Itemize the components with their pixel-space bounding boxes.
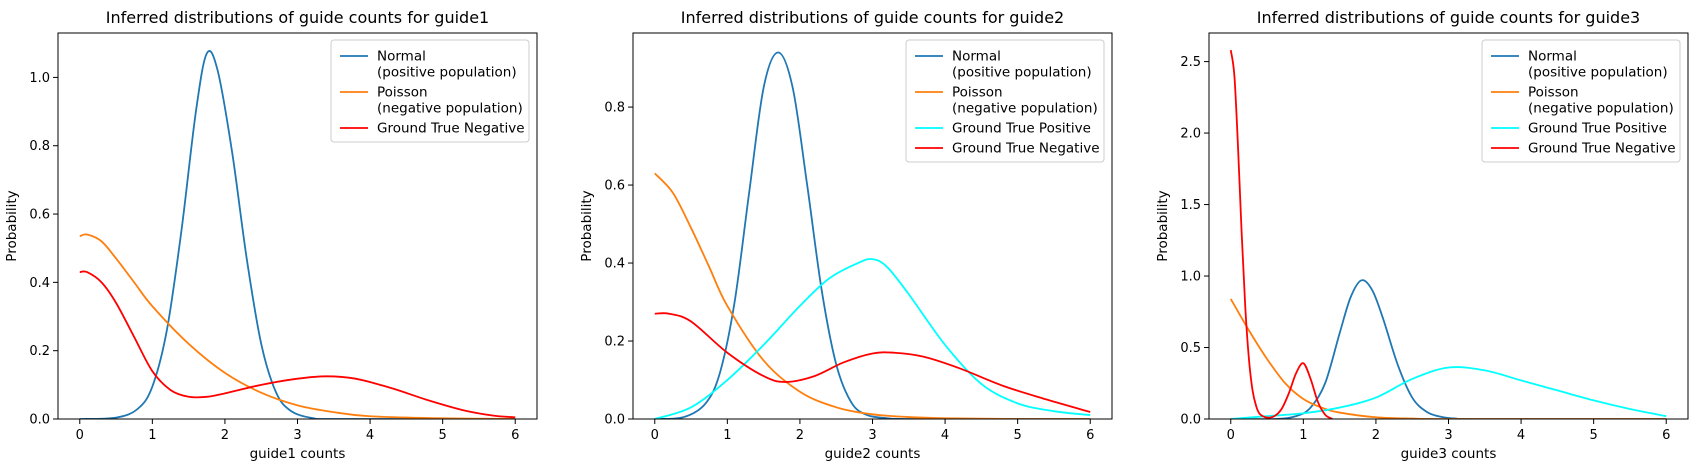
x-tick-label: 5 — [1590, 428, 1598, 443]
x-tick-label: 2 — [221, 428, 229, 443]
y-axis-label: Probability — [579, 190, 595, 261]
y-tick-label: 0.0 — [1180, 413, 1201, 428]
series-line-4 — [654, 312, 1091, 413]
y-tick-label: 0.4 — [604, 257, 625, 272]
x-tick-label: 2 — [796, 428, 804, 443]
y-tick-label: 1.0 — [1180, 270, 1201, 285]
legend-label: Poisson (negative population) — [1528, 85, 1674, 117]
y-tick-label: 0.2 — [29, 344, 50, 359]
legend-label: Ground True Negative — [377, 121, 525, 137]
y-tick-label: 0.0 — [604, 413, 625, 428]
chart-panel-3: 0 1 2 3 4 5 6 0.0 0.5 1.0 1.5 2.0 2.5 Inferred distri… — [1155, 8, 1689, 462]
x-tick-label: 1 — [148, 428, 156, 443]
legend-label: Normal (positive population) — [377, 49, 517, 81]
x-tick-label: 3 — [868, 428, 876, 443]
legend-box — [905, 39, 1105, 163]
series-line-1 — [79, 50, 516, 419]
y-tick-label: 0.4 — [29, 276, 50, 291]
legend-label: Poisson (negative population) — [377, 85, 523, 117]
x-tick-label: 0 — [1227, 428, 1235, 443]
y-axis-label: Probability — [4, 190, 20, 261]
x-tick-label: 3 — [293, 428, 301, 443]
legend-box — [330, 39, 530, 143]
x-tick-label: 4 — [366, 428, 374, 443]
x-tick-label: 1 — [723, 428, 731, 443]
series-line-3 — [79, 270, 516, 419]
x-tick-label: 4 — [941, 428, 949, 443]
x-tick-label: 6 — [511, 428, 519, 443]
chart-title: Inferred distributions of guide counts f… — [681, 8, 1064, 27]
series-line-1 — [1230, 279, 1667, 419]
x-tick-label: 0 — [651, 428, 659, 443]
y-tick-label: 1.5 — [1180, 198, 1201, 213]
y-tick-label: 0.6 — [604, 179, 625, 194]
x-tick-label: 1 — [1299, 428, 1307, 443]
x-axis-label: guide3 counts — [1401, 446, 1497, 462]
legend-label: Ground True Negative — [952, 141, 1100, 157]
series-line-2 — [1229, 298, 1667, 419]
legend-label: Ground True Negative — [1528, 141, 1676, 157]
series-line-3 — [654, 258, 1091, 419]
y-tick-label: 0.8 — [29, 139, 50, 154]
y-tick-label: 0.8 — [604, 101, 625, 116]
legend-label: Ground True Positive — [1528, 121, 1667, 137]
series-line-2 — [654, 172, 1091, 419]
x-tick-label: 2 — [1372, 428, 1380, 443]
x-tick-label: 5 — [439, 428, 447, 443]
x-axis-label: guide2 counts — [825, 446, 921, 462]
chart-panel-2: 0 1 2 3 4 5 6 0.0 0.2 0.4 0.6 0.8 Inferred distribut… — [579, 8, 1113, 462]
chart-panel-1: 0 1 2 3 4 5 6 0.0 0.2 0.4 0.6 0.8 1.0 Inferred distri… — [4, 8, 538, 462]
series-line-2 — [79, 233, 516, 419]
legend-label: Normal (positive population) — [1528, 49, 1668, 81]
x-tick-label: 5 — [1014, 428, 1022, 443]
series-line-4 — [1229, 50, 1333, 419]
legend-label: Poisson (negative population) — [952, 85, 1098, 117]
y-tick-label: 0.0 — [29, 413, 50, 428]
y-axis-label: Probability — [1155, 190, 1171, 261]
series-line-3 — [1230, 366, 1667, 419]
x-tick-label: 3 — [1444, 428, 1452, 443]
legend-label: Ground True Positive — [952, 121, 1091, 137]
y-tick-label: 0.6 — [29, 208, 50, 223]
y-tick-label: 1.0 — [29, 71, 50, 86]
x-tick-label: 4 — [1517, 428, 1525, 443]
x-tick-label: 0 — [76, 428, 84, 443]
y-tick-label: 2.0 — [1180, 127, 1201, 142]
x-tick-label: 6 — [1086, 428, 1094, 443]
chart-title: Inferred distributions of guide counts f… — [106, 8, 489, 27]
y-tick-label: 0.2 — [604, 335, 625, 350]
x-axis-label: guide1 counts — [250, 446, 346, 462]
y-tick-label: 0.5 — [1180, 341, 1201, 356]
legend-label: Normal (positive population) — [952, 49, 1092, 81]
chart-title: Inferred distributions of guide counts f… — [1257, 8, 1640, 27]
legend-box — [1481, 39, 1681, 163]
series-line-1 — [654, 51, 1091, 419]
x-tick-label: 6 — [1662, 428, 1670, 443]
y-tick-label: 2.5 — [1180, 55, 1201, 70]
